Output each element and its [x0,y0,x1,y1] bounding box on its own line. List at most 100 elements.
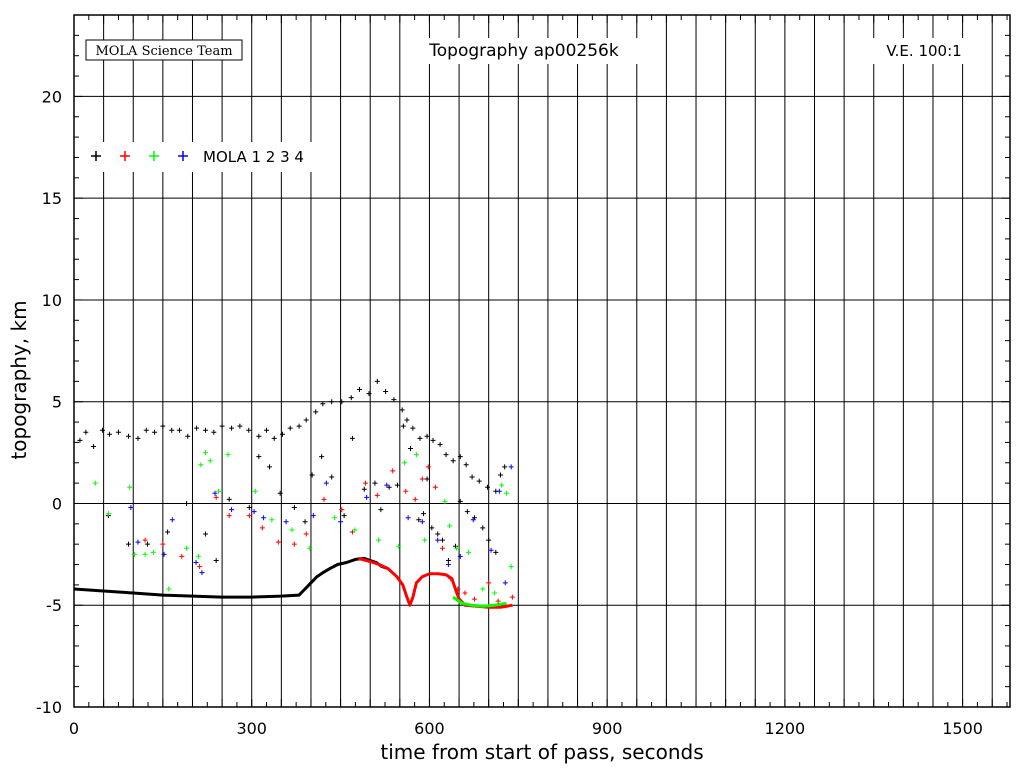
point-series-1 [439,537,445,543]
point-series-3 [503,490,509,496]
point-series-1 [165,529,171,535]
point-series-3 [492,590,498,596]
point-series-4 [193,559,199,565]
point-series-2 [448,576,454,582]
point-series-1 [435,531,441,537]
point-series-3 [127,484,133,490]
point-series-1 [126,541,132,547]
x-tick-label: 300 [236,719,267,738]
point-series-1 [291,505,297,511]
point-series-1 [246,505,252,511]
point-series-2 [226,513,232,519]
point-series-1 [421,511,427,517]
point-series-2 [486,580,492,586]
point-series-4 [384,482,390,488]
grid [74,15,1010,707]
legend-label: MOLA 1 2 3 4 [203,148,304,166]
point-series-4 [199,570,205,576]
point-series-3 [375,537,381,543]
y-tick-label: -10 [36,698,62,717]
point-series-2 [321,496,327,502]
point-series-1 [493,549,499,555]
point-series-2 [471,596,477,602]
point-series-1 [329,399,335,405]
point-series-1 [357,386,363,392]
point-series-1 [246,427,252,433]
point-series-1 [486,537,492,543]
point-series-1 [339,399,345,405]
point-series-4 [419,519,425,525]
point-series-2 [403,488,409,494]
point-series-1 [309,472,315,478]
point-series-1 [366,391,372,397]
point-series-3 [131,551,137,557]
point-series-3 [195,553,201,559]
point-series-1 [266,464,272,470]
point-series-3 [269,517,275,523]
point-series-3 [252,488,258,494]
point-series-1 [417,435,423,441]
point-series-1 [476,478,482,484]
point-series-1 [391,397,397,403]
point-series-4 [283,519,289,525]
point-series-1 [303,417,309,423]
point-series-3 [508,564,514,570]
point-series-4 [323,480,329,486]
point-series-3 [166,586,172,592]
point-series-2 [495,598,501,604]
point-series-4 [310,513,316,519]
point-series-1 [152,429,158,435]
y-tick-label: -5 [46,596,62,615]
point-series-4 [445,562,451,568]
point-series-1 [219,423,225,429]
chart-title: Topography ap00256k [428,41,619,61]
point-series-1 [91,443,97,449]
point-series-1 [457,454,463,460]
point-series-1 [229,425,235,431]
point-series-3 [142,551,148,557]
point-series-3 [105,511,111,517]
point-series-2 [213,494,219,500]
minor-ticks [73,14,1010,708]
point-series-4 [488,547,494,553]
point-series-1 [349,435,355,441]
x-tick-label: 600 [414,719,445,738]
point-series-1 [185,433,191,439]
annotation-backdrop [872,38,978,64]
point-series-2 [439,545,445,551]
point-series-3 [207,458,213,464]
point-series-1 [302,519,308,525]
point-series-3 [332,515,338,521]
point-series-3 [307,545,313,551]
point-series-2 [160,541,166,547]
credit-box [85,39,243,61]
legend-marker-1 [91,151,101,161]
point-series-1 [296,423,302,429]
point-series-4 [229,507,235,513]
point-series-1 [256,454,262,460]
x-axis-label: time from start of pass, seconds [380,740,703,764]
data-points [77,378,515,604]
point-series-1 [378,507,384,513]
point-series-1 [280,431,286,437]
point-series-1 [264,427,270,433]
point-series-3 [352,527,358,533]
point-series-4 [169,517,175,523]
point-series-3 [92,480,98,486]
point-series-4 [502,580,508,586]
point-series-1 [469,474,475,480]
point-series-4 [364,494,370,500]
point-series-1 [404,417,410,423]
point-series-4 [212,490,218,496]
point-series-3 [150,549,156,555]
y-tick-label: 5 [52,393,62,412]
point-series-2 [390,468,396,474]
point-series-2 [455,586,461,592]
point-series-1 [464,509,470,515]
point-series-1 [348,395,354,401]
point-series-4 [128,505,134,511]
point-series-1 [107,431,113,437]
point-series-3 [216,488,222,494]
point-series-2 [275,539,281,545]
point-series-2 [509,594,515,600]
